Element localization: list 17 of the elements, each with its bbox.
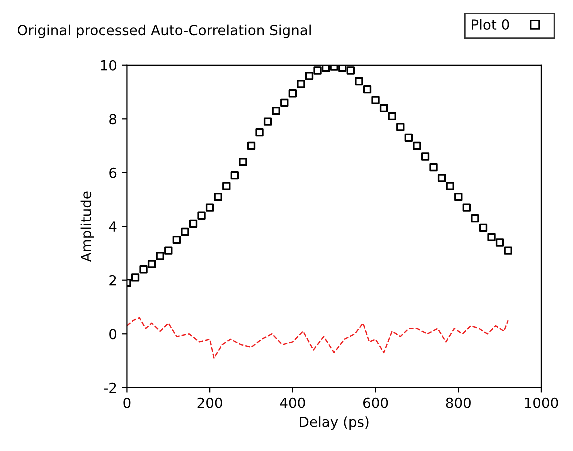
x-tick-label: 400: [280, 398, 306, 408]
y-tick-label: 6: [110, 168, 117, 178]
x-tick-label: 800: [446, 398, 471, 408]
x-tick-label: 600: [363, 398, 388, 408]
y-tick-label: 2: [110, 275, 116, 286]
y-tick-label: -2: [104, 382, 116, 394]
x-axis-title: Delay (ps): [300, 416, 369, 430]
y-axis-title: Amplitude: [80, 192, 94, 262]
chart-title: Original processed Auto-Correlation Signal: [18, 24, 311, 38]
x-tick-label: 200: [198, 398, 222, 408]
y-tick-label: 0: [110, 329, 117, 340]
y-tick-label: 10: [101, 60, 117, 71]
y-tick-label: 4: [109, 222, 117, 232]
x-tick-label: 1000: [525, 398, 558, 408]
x-tick-label: 0: [124, 398, 131, 408]
legend-label: Plot 0: [472, 19, 510, 30]
y-tick-label: 8: [110, 114, 117, 125]
